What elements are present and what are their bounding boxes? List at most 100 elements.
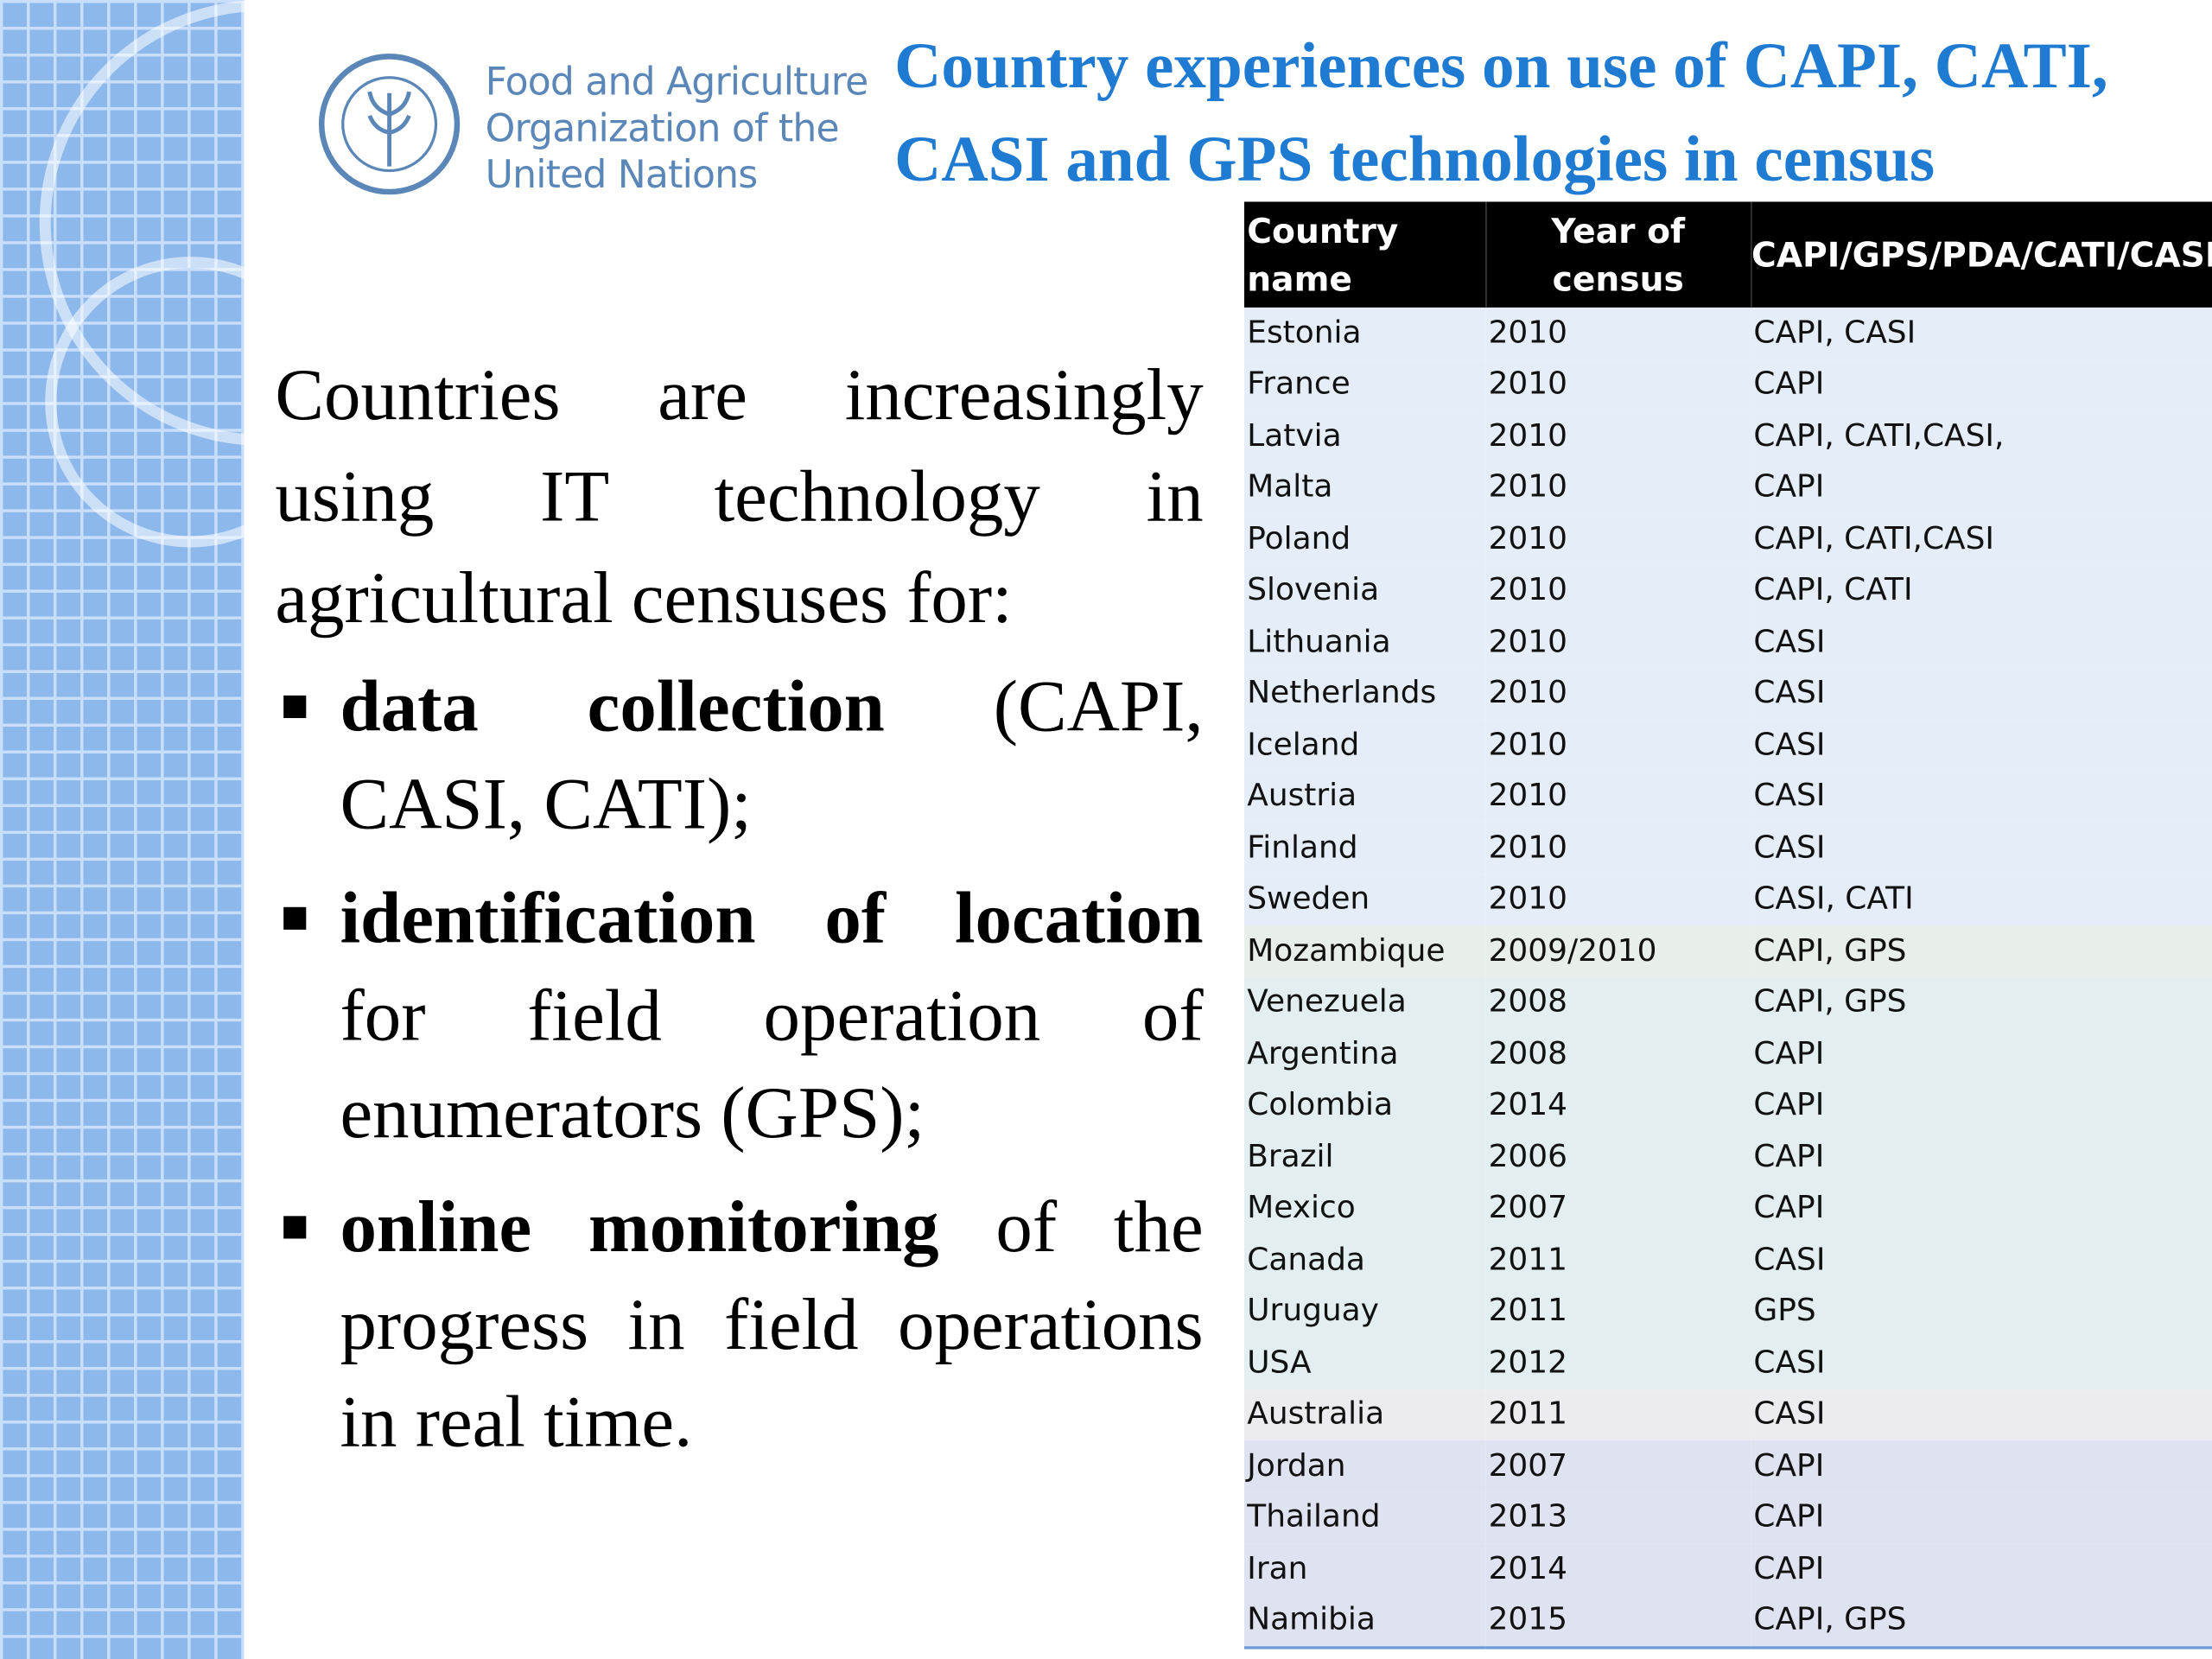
table-cell: 2014 bbox=[1488, 1088, 1568, 1123]
table-cell: Venezuela bbox=[1247, 984, 1407, 1020]
table-cell: Austria bbox=[1247, 779, 1357, 815]
table-row: Poland 2010 CAPI, CATI,CASI bbox=[1243, 513, 2212, 565]
table-row: Namibia 2015 CAPI, GPS bbox=[1243, 1594, 2212, 1649]
table-cell: Thailand bbox=[1247, 1499, 1381, 1535]
bullet-bold: identification of location bbox=[340, 879, 1204, 960]
table-cell: CAPI bbox=[1753, 1036, 1825, 1072]
table-cell: Finland bbox=[1247, 830, 1358, 867]
table-row: Australia 2011 CASI bbox=[1243, 1389, 2212, 1440]
table-row: Colombia 2014 CAPI bbox=[1243, 1079, 2212, 1132]
table-row: Sweden 2010 CASI, CATI bbox=[1243, 874, 2212, 926]
table-cell: 2007 bbox=[1488, 1448, 1568, 1484]
logo-line: Organization of the bbox=[485, 107, 840, 151]
table-cell: 2010 bbox=[1488, 366, 1568, 403]
table-row: Thailand 2013 CAPI bbox=[1243, 1491, 2212, 1544]
table-cell: 2009/2010 bbox=[1488, 933, 1657, 969]
bullet: data collection (CAPI, CASI, CATI); bbox=[275, 658, 1204, 853]
table-cell: CAPI, CASI bbox=[1753, 315, 1916, 352]
table-row: Canada 2011 CASI bbox=[1243, 1234, 2212, 1287]
table-cell: Jordan bbox=[1247, 1448, 1346, 1484]
table-row: Brazil 2006 CAPI bbox=[1243, 1131, 2212, 1183]
table-cell: CASI bbox=[1753, 1242, 1826, 1278]
table-cell: CAPI, GPS bbox=[1751, 1594, 2212, 1649]
table-cell: 2011 bbox=[1488, 1242, 1568, 1278]
bullet-text: (CAPI, CASI, CATI); bbox=[340, 667, 1204, 845]
table-cell: 2007 bbox=[1488, 1191, 1568, 1227]
table-row: Netherlands 2010 CASI bbox=[1243, 668, 2212, 720]
logo-line: United Nations bbox=[485, 153, 759, 198]
table-row: Jordan 2007 CAPI bbox=[1243, 1440, 2212, 1492]
table-cell: CAPI, CATI,CASI, bbox=[1753, 418, 2005, 454]
header-cell: Country name bbox=[1243, 201, 1486, 308]
table-cell: Latvia bbox=[1247, 418, 1342, 454]
bullet-text: of the progress in field operations in r… bbox=[340, 1187, 1204, 1464]
table-cell: 2012 bbox=[1488, 1345, 1568, 1381]
table-cell: CAPI bbox=[1753, 366, 1825, 403]
table-cell: CAPI bbox=[1753, 1139, 1825, 1175]
table-cell: Slovenia bbox=[1247, 573, 1380, 609]
table-cell: USA bbox=[1247, 1345, 1312, 1381]
table-cell: 2008 bbox=[1488, 984, 1568, 1020]
table-cell: 2010 bbox=[1488, 676, 1568, 712]
table-cell: Mozambique bbox=[1247, 933, 1446, 969]
logo-emblem bbox=[318, 54, 461, 195]
bullet: online monitoring of the progress in fie… bbox=[275, 1179, 1204, 1471]
table-cell: CAPI bbox=[1753, 1088, 1825, 1123]
slide-title: Country experiences on use of CAPI, CATI… bbox=[894, 29, 2108, 195]
table-row: Argentina 2008 CAPI bbox=[1243, 1028, 2212, 1080]
table-cell: Poland bbox=[1247, 521, 1351, 557]
table-cell: GPS bbox=[1753, 1294, 1816, 1330]
table-cell: 2010 bbox=[1488, 624, 1568, 660]
table-cell: CAPI, CATI bbox=[1753, 573, 1913, 609]
bullet: identification of location for field ope… bbox=[275, 870, 1204, 1162]
table-row: Malta 2010 CAPI bbox=[1243, 461, 2212, 514]
table-cell: CASI bbox=[1753, 1396, 1826, 1433]
table-cell: 2010 bbox=[1488, 521, 1568, 557]
table-cell: CASI bbox=[1753, 1345, 1826, 1381]
bullet-bold: data collection bbox=[340, 667, 885, 748]
table-cell: CASI bbox=[1753, 830, 1826, 867]
header-cell: CAPI/GPS/PDA/CATI/CASI bbox=[1750, 201, 2212, 308]
table-row: France 2010 CAPI bbox=[1243, 359, 2212, 411]
table-cell: Estonia bbox=[1247, 315, 1362, 352]
table-cell: 2015 bbox=[1485, 1594, 1751, 1649]
table-row: Estonia 2010 CAPI, CASI bbox=[1243, 307, 2212, 359]
logo-line: Food and Agriculture bbox=[485, 60, 869, 105]
table-row: Mozambique 2009/2010 CAPI, GPS bbox=[1243, 925, 2212, 977]
table-cell: CASI bbox=[1753, 676, 1826, 712]
bullet-bold: online monitoring bbox=[340, 1187, 939, 1268]
table-cell: CAPI bbox=[1753, 1499, 1825, 1535]
table-cell: Lithuania bbox=[1247, 624, 1391, 660]
table-cell: 2010 bbox=[1488, 470, 1568, 505]
table-cell: 2008 bbox=[1488, 1036, 1568, 1072]
table-row: Finland 2010 CASI bbox=[1243, 822, 2212, 874]
table-cell: Netherlands bbox=[1247, 676, 1437, 712]
intro: Countries are increasingly using IT tech… bbox=[275, 355, 1204, 639]
table-row: Latvia 2010 CAPI, CATI,CASI, bbox=[1243, 410, 2212, 462]
table-row: Iceland 2010 CASI bbox=[1243, 719, 2212, 772]
table-cell: Sweden bbox=[1247, 881, 1370, 918]
table-cell: 2010 bbox=[1488, 779, 1568, 815]
table-cell: CASI bbox=[1753, 728, 1826, 763]
table-row: Mexico 2007 CAPI bbox=[1243, 1182, 2212, 1235]
table-cell: CAPI bbox=[1753, 1191, 1825, 1227]
table-row: Iran 2014 CAPI bbox=[1243, 1543, 2212, 1595]
table-row: Slovenia 2010 CAPI, CATI bbox=[1243, 564, 2212, 617]
table-cell: Argentina bbox=[1247, 1036, 1399, 1072]
table-cell: 2011 bbox=[1488, 1396, 1568, 1433]
table-row: Uruguay 2011 GPS bbox=[1243, 1286, 2212, 1338]
table-cell: CAPI bbox=[1753, 470, 1825, 505]
table-cell: CAPI bbox=[1753, 1448, 1825, 1484]
logo-text: Food and Agriculture Organization of the U… bbox=[485, 60, 869, 200]
table-cell: Mexico bbox=[1247, 1191, 1356, 1227]
logo: Food and Agriculture Organization of the U… bbox=[313, 51, 868, 207]
bullet-text: for field operation of enumerators (GPS)… bbox=[340, 976, 1204, 1154]
table-cell: CAPI bbox=[1753, 1551, 1825, 1587]
table-cell: 2010 bbox=[1488, 728, 1568, 763]
table-cell: Brazil bbox=[1247, 1139, 1334, 1175]
table-cell: 2011 bbox=[1488, 1294, 1568, 1330]
table-cell: Iran bbox=[1247, 1551, 1308, 1587]
table-row: USA 2012 CASI bbox=[1243, 1337, 2212, 1389]
